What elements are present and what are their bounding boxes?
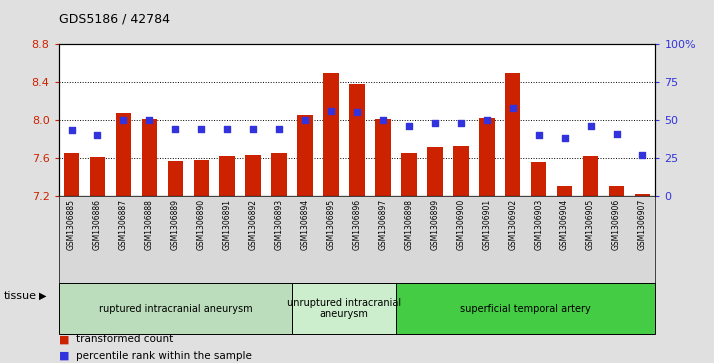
Text: GSM1306886: GSM1306886 — [93, 199, 102, 250]
Bar — [505, 73, 521, 196]
Point — [585, 123, 596, 129]
Point — [196, 126, 207, 132]
Text: percentile rank within the sample: percentile rank within the sample — [76, 351, 252, 361]
Text: GSM1306889: GSM1306889 — [171, 199, 180, 250]
Text: GSM1306885: GSM1306885 — [67, 199, 76, 250]
Bar — [609, 185, 624, 196]
Bar — [583, 156, 598, 196]
Bar — [116, 113, 131, 196]
Bar — [349, 83, 365, 196]
Text: GSM1306888: GSM1306888 — [145, 199, 154, 249]
Bar — [246, 155, 261, 196]
Bar — [401, 153, 417, 196]
Point — [403, 123, 415, 129]
Bar — [635, 194, 650, 196]
Text: GSM1306905: GSM1306905 — [586, 199, 595, 250]
Bar — [427, 147, 443, 196]
Text: GSM1306906: GSM1306906 — [612, 199, 621, 250]
Bar — [219, 156, 235, 196]
Point — [610, 131, 622, 136]
Point — [326, 108, 337, 114]
Bar — [323, 73, 339, 196]
Text: GSM1306899: GSM1306899 — [431, 199, 439, 250]
Text: GDS5186 / 42784: GDS5186 / 42784 — [59, 12, 169, 25]
Bar — [90, 157, 105, 196]
Bar — [557, 187, 573, 196]
Text: ▶: ▶ — [39, 291, 47, 301]
Text: GSM1306907: GSM1306907 — [638, 199, 647, 250]
Text: unruptured intracranial
aneurysm: unruptured intracranial aneurysm — [287, 298, 401, 319]
Text: GSM1306890: GSM1306890 — [197, 199, 206, 250]
Text: GSM1306893: GSM1306893 — [275, 199, 283, 250]
Text: transformed count: transformed count — [76, 334, 174, 344]
Point — [429, 120, 441, 126]
Point — [351, 109, 363, 115]
Text: GSM1306901: GSM1306901 — [482, 199, 491, 250]
Point — [637, 152, 648, 158]
Text: GSM1306898: GSM1306898 — [404, 199, 413, 250]
Point — [481, 117, 493, 123]
Point — [299, 117, 311, 123]
Point — [144, 117, 155, 123]
Point — [221, 126, 233, 132]
Text: GSM1306897: GSM1306897 — [378, 199, 388, 250]
Text: GSM1306895: GSM1306895 — [326, 199, 336, 250]
Text: GSM1306904: GSM1306904 — [560, 199, 569, 250]
Point — [273, 126, 285, 132]
Text: GSM1306900: GSM1306900 — [456, 199, 466, 250]
Text: ■: ■ — [59, 351, 69, 361]
Bar — [168, 161, 183, 196]
Bar — [531, 162, 546, 196]
Bar — [292, 283, 396, 334]
Text: GSM1306891: GSM1306891 — [223, 199, 232, 250]
Bar — [271, 153, 287, 196]
Bar — [64, 153, 79, 196]
Point — [66, 127, 77, 133]
Bar — [453, 146, 468, 196]
Text: GSM1306887: GSM1306887 — [119, 199, 128, 250]
Text: GSM1306903: GSM1306903 — [534, 199, 543, 250]
Point — [118, 117, 129, 123]
Text: GSM1306892: GSM1306892 — [248, 199, 258, 250]
Bar — [479, 118, 495, 196]
Bar — [59, 283, 292, 334]
Point — [170, 126, 181, 132]
Point — [248, 126, 259, 132]
Text: ruptured intracranial aneurysm: ruptured intracranial aneurysm — [99, 303, 252, 314]
Text: ■: ■ — [59, 334, 69, 344]
Point — [507, 105, 518, 110]
Bar — [141, 119, 157, 196]
Text: GSM1306894: GSM1306894 — [301, 199, 310, 250]
Text: superficial temporal artery: superficial temporal artery — [461, 303, 591, 314]
Text: GSM1306896: GSM1306896 — [353, 199, 361, 250]
Text: tissue: tissue — [4, 291, 36, 301]
Point — [377, 117, 388, 123]
Point — [533, 132, 544, 138]
Bar — [193, 160, 209, 196]
Bar — [396, 283, 655, 334]
Point — [559, 135, 570, 141]
Point — [92, 132, 104, 138]
Text: GSM1306902: GSM1306902 — [508, 199, 517, 250]
Point — [455, 120, 466, 126]
Bar — [375, 119, 391, 196]
Bar — [297, 115, 313, 196]
